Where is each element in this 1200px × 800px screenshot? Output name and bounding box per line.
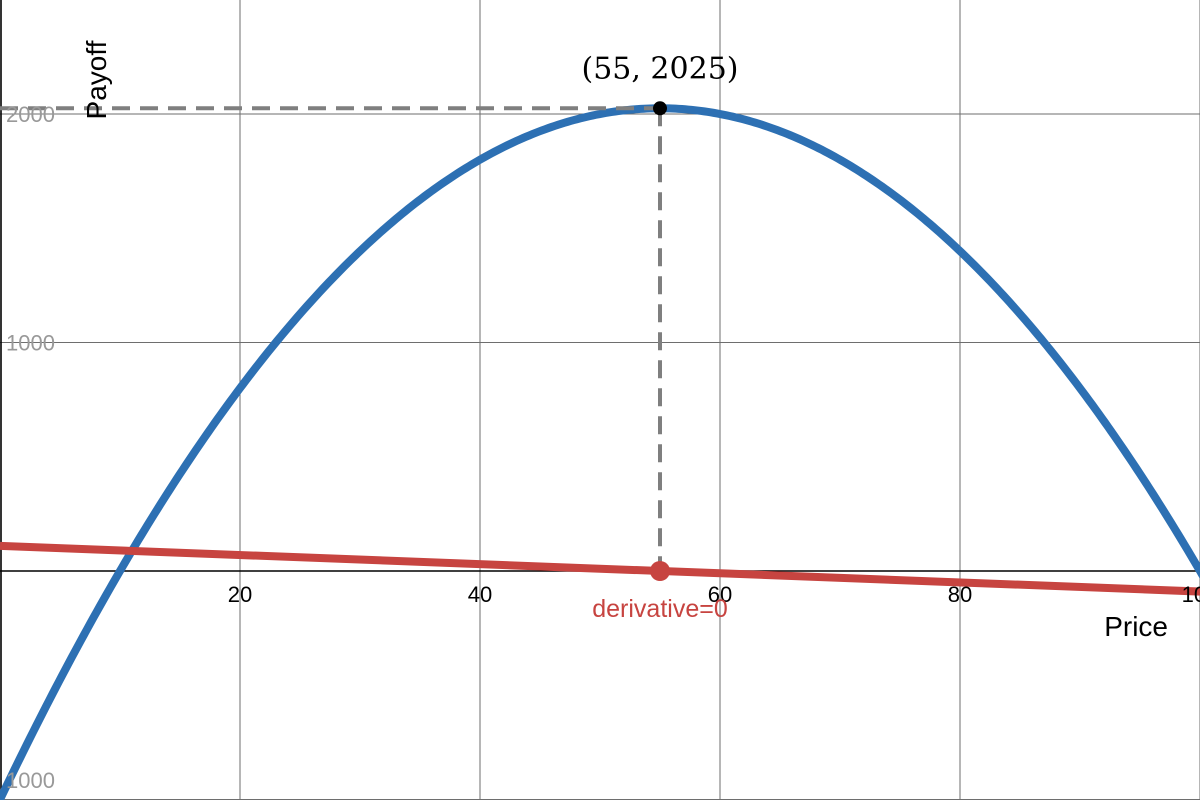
y-tick-label: 2000 (6, 102, 55, 127)
x-tick-label: 40 (468, 582, 492, 607)
x-tick-label: 80 (948, 582, 972, 607)
derivative-zero-label: derivative=0 (592, 595, 728, 623)
y-tick-label: 1000 (6, 768, 55, 793)
y-tick-label: 1000 (6, 331, 55, 356)
max-point-label: (55, 2025) (581, 51, 738, 86)
derivative-zero-point (650, 561, 670, 581)
max-point (653, 101, 667, 116)
derivative-line (0, 541, 1200, 596)
x-tick-label: 60 (708, 582, 732, 607)
labels: 20 40 60 80 100 2000 1000 1000 (55, 2025) derivat… (6, 40, 1200, 793)
payoff-curve (0, 104, 1200, 800)
x-tick-label: 100 (1182, 582, 1200, 607)
guide-lines (0, 106, 662, 571)
y-axis-title: Payoff (81, 40, 112, 119)
x-tick-label: 20 (228, 582, 252, 607)
series (0, 104, 1200, 800)
x-axis-title: Price (1104, 611, 1168, 642)
points (650, 101, 670, 581)
